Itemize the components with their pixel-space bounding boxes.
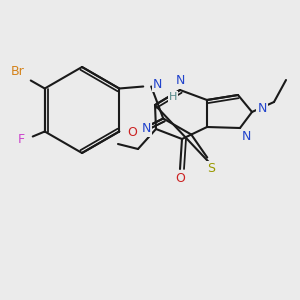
Text: H: H [169,92,177,101]
Text: O: O [127,126,137,139]
Text: N: N [153,78,162,91]
Text: Br: Br [11,65,25,78]
Text: N: N [241,130,251,143]
Text: S: S [207,162,215,175]
Text: O: O [175,172,185,185]
Text: N: N [175,74,185,86]
Text: F: F [18,133,25,146]
Text: N: N [141,122,151,136]
Text: N: N [257,103,267,116]
